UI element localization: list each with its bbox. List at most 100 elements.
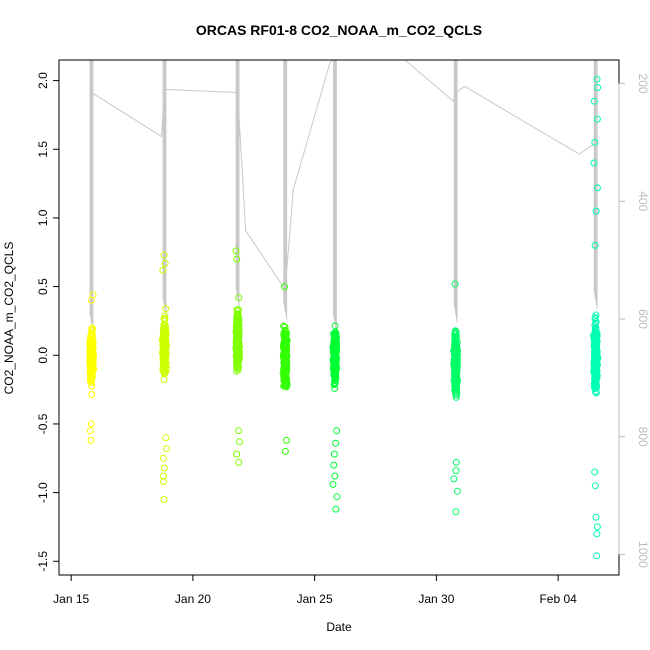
data-point	[282, 327, 290, 335]
data-point	[452, 367, 460, 375]
data-point-outlier	[594, 84, 602, 91]
data-point-outlier	[232, 247, 240, 255]
data-point	[331, 351, 339, 359]
data-point	[331, 359, 339, 367]
data-point	[161, 326, 169, 334]
data-point	[159, 359, 167, 367]
data-point	[281, 363, 289, 371]
data-point	[160, 349, 168, 357]
x-tick-label: Jan 25	[297, 592, 333, 606]
data-point-outlier	[590, 97, 598, 105]
data-point	[233, 324, 241, 332]
data-point	[233, 331, 241, 339]
y2-tick-label: 400	[636, 191, 650, 211]
data-point	[87, 351, 95, 359]
data-point-outlier	[87, 420, 95, 428]
data-point	[281, 343, 289, 351]
data-point	[233, 306, 241, 314]
data-point-outlier	[233, 255, 241, 263]
flight-series-rf07-8	[589, 75, 602, 560]
data-point	[451, 327, 459, 335]
data-point	[280, 381, 288, 389]
y-axis: -1.5 -1.0 -0.5 0.0 0.5 1.0 1.5 2.0	[36, 72, 60, 572]
data-point-outlier	[452, 508, 460, 516]
data-point	[452, 362, 460, 370]
data-point	[453, 386, 461, 394]
data-point-outlier	[86, 427, 94, 435]
data-point-outlier	[593, 552, 601, 560]
data-point-outlier	[161, 259, 169, 267]
y2-tick-label: 800	[636, 427, 650, 447]
data-point	[282, 373, 290, 381]
data-point	[282, 369, 290, 377]
data-point	[160, 363, 168, 371]
data-point	[593, 350, 600, 358]
data-point	[592, 339, 599, 347]
y-tick-label: 0.0	[36, 347, 50, 364]
y-tick-label: 0.5	[36, 278, 50, 295]
data-point	[592, 379, 600, 387]
data-point	[331, 379, 339, 387]
data-point	[161, 340, 169, 348]
data-point	[281, 365, 289, 373]
data-point-outlier	[593, 530, 601, 538]
secondary-trace	[89, 60, 598, 333]
data-point-outlier	[332, 505, 340, 513]
data-point-outlier	[89, 291, 97, 299]
data-point	[592, 346, 600, 354]
data-point-outlier	[333, 427, 341, 435]
x-tick-label: Jan 20	[175, 592, 211, 606]
data-point	[452, 393, 460, 401]
data-point	[235, 294, 243, 302]
data-point-outlier	[160, 464, 168, 472]
data-point-outlier	[450, 475, 458, 483]
y-tick-label: 1.0	[36, 209, 50, 226]
data-point	[331, 330, 339, 337]
data-point	[160, 320, 168, 328]
data-point	[451, 330, 459, 338]
data-point	[88, 349, 95, 357]
data-point	[451, 345, 459, 353]
data-point	[591, 330, 599, 338]
data-point-outlier	[159, 472, 167, 480]
data-point-outlier	[591, 482, 599, 490]
data-point-outlier	[592, 513, 600, 521]
data-point	[233, 351, 241, 359]
x-axis-label: Date	[326, 620, 352, 634]
data-point-outlier	[591, 138, 599, 146]
data-point	[89, 341, 97, 349]
y2-axis: 200 400 600 800 1000	[618, 74, 650, 568]
data-point-outlier	[593, 75, 601, 83]
flight-series-rf02	[158, 251, 171, 503]
data-point-outlier	[330, 450, 338, 458]
data-point	[332, 341, 339, 349]
data-point-outlier	[451, 280, 459, 288]
data-point	[88, 379, 96, 387]
data-point-outlier	[332, 439, 340, 447]
data-point-outlier	[162, 434, 170, 442]
data-point-outlier	[591, 241, 599, 249]
data-point-outlier	[591, 468, 599, 476]
y2-tick-label: 1000	[636, 541, 650, 568]
data-point	[282, 351, 289, 359]
data-point-outlier	[330, 461, 338, 469]
data-point	[331, 371, 339, 379]
data-point	[590, 366, 598, 374]
data-point	[330, 381, 338, 389]
data-point	[87, 330, 95, 337]
data-point-outlier	[160, 496, 168, 503]
y-tick-label: -0.5	[36, 413, 50, 434]
data-point	[234, 347, 242, 355]
data-point-outlier	[160, 251, 168, 259]
data-point-outlier	[233, 450, 241, 458]
data-point	[591, 374, 599, 382]
data-point-outlier	[593, 115, 601, 123]
data-point-outlier	[453, 487, 461, 495]
data-point	[592, 311, 600, 319]
flight-series-rf04	[279, 283, 291, 455]
data-point-outlier	[452, 467, 460, 475]
data-point	[591, 354, 599, 362]
data-point	[592, 388, 600, 396]
data-point-outlier	[280, 283, 288, 291]
